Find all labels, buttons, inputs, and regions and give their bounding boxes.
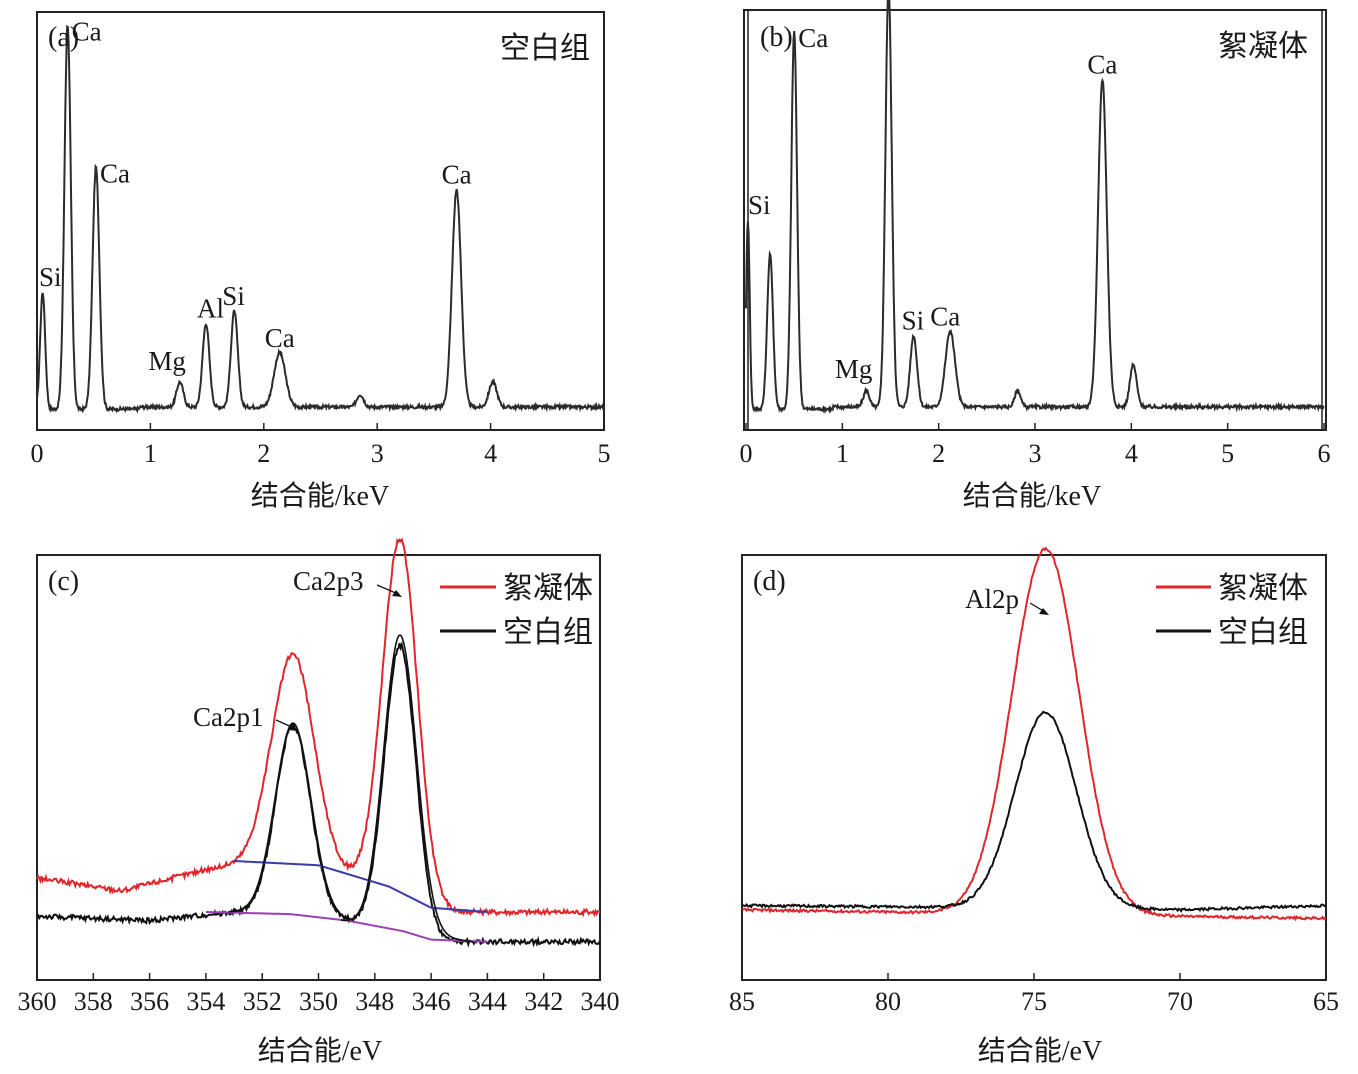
panel-label-a: (a) — [48, 22, 79, 53]
x-tick-label-d-1: 80 — [875, 987, 901, 1016]
series-line-c-1 — [36, 640, 601, 948]
x-tick-label-a-0: 0 — [31, 439, 44, 468]
x-tick-label-b-4: 4 — [1125, 439, 1138, 468]
x-axis-title-a: 结合能/keV — [251, 480, 389, 512]
x-tick-label-a-5: 5 — [598, 439, 611, 468]
plot-area-b: 0123456SiCaMgAlSiCaCa — [740, 0, 1331, 468]
x-tick-label-a-3: 3 — [371, 439, 384, 468]
legend-label-d-0: 絮凝体 — [1218, 572, 1308, 605]
panel-label-c: (c) — [48, 566, 79, 597]
x-tick-label-b-3: 3 — [1029, 439, 1042, 468]
x-tick-label-c-10: 340 — [581, 987, 620, 1016]
x-tick-label-a-1: 1 — [144, 439, 157, 468]
legend-label-c-1: 空白组 — [503, 616, 593, 649]
x-tick-label-c-6: 348 — [355, 987, 394, 1016]
corner-label-b: 絮凝体 — [1218, 30, 1308, 63]
x-axis-title-d: 结合能/eV — [978, 1035, 1102, 1067]
spectrum-line-a — [36, 24, 605, 414]
series-line-c-5 — [341, 634, 474, 943]
series-line-d-1 — [741, 710, 1327, 913]
x-axis-title-b: 结合能/keV — [963, 480, 1101, 512]
x-tick-label-c-3: 354 — [186, 987, 225, 1016]
panel-label-d: (d) — [753, 566, 786, 597]
series-line-c-0 — [36, 537, 601, 918]
annotation-al2p-arrowhead — [1039, 608, 1049, 615]
x-axis-title-c: 结合能/eV — [258, 1035, 382, 1067]
peak-label-b-5: Si — [902, 306, 925, 336]
peak-label-b-8: Ca — [1087, 49, 1117, 79]
panel-c: 360 358 356 354 352 350 348 346 344 342 340 (c) 絮凝… — [18, 537, 620, 1067]
x-tick-label-c-9: 342 — [524, 987, 563, 1016]
plot-area-c: 360 358 356 354 352 350 348 346 344 342 340 — [18, 537, 620, 1016]
panel-label-b: (b) — [760, 22, 793, 53]
x-tick-label-c-1: 358 — [74, 987, 113, 1016]
peak-label-a-3: Mg — [148, 346, 186, 376]
x-tick-label-c-4: 352 — [243, 987, 282, 1016]
x-tick-label-b-2: 2 — [932, 439, 945, 468]
series-line-c-2 — [234, 860, 488, 913]
peak-label-a-4: Al — [197, 294, 224, 324]
x-tick-label-c-0: 360 — [18, 987, 57, 1016]
peak-label-a-5: Si — [222, 281, 245, 311]
x-tick-label-b-5: 5 — [1221, 439, 1234, 468]
peak-label-a-8: Ca — [442, 160, 472, 190]
peak-label-a-2: Ca — [100, 159, 130, 189]
x-tick-label-c-2: 356 — [130, 987, 169, 1016]
legend-label-d-1: 空白组 — [1218, 616, 1308, 649]
annotation-ca2p3-arrowhead — [392, 590, 402, 597]
x-tick-label-d-3: 70 — [1167, 987, 1193, 1016]
corner-label-a: 空白组 — [500, 32, 590, 65]
x-tick-label-a-4: 4 — [484, 439, 497, 468]
annotation-ca2p1: Ca2p1 — [193, 702, 264, 732]
annotation-al2p: Al2p — [965, 584, 1019, 614]
plot-frame-b — [743, 9, 1327, 431]
peak-label-b-3: Mg — [835, 354, 873, 384]
peak-label-a-0: Si — [39, 262, 62, 292]
panel-d: 85 80 75 70 65 (d) 絮凝体 空白组 Al2p 结合能/eV — [729, 546, 1339, 1067]
annotation-ca2p1-arrowhead — [288, 724, 298, 731]
panel-b: 0123456SiCaMgAlSiCaCa (b) 絮凝体 结合能/keV — [740, 0, 1331, 512]
x-tick-label-b-0: 0 — [740, 439, 753, 468]
annotation-ca2p3: Ca2p3 — [293, 566, 364, 596]
x-tick-label-d-0: 85 — [729, 987, 755, 1016]
peak-label-b-6: Ca — [930, 301, 960, 331]
peak-label-a-1: Ca — [72, 17, 102, 47]
peak-label-b-2: Ca — [798, 23, 828, 53]
x-tick-label-b-1: 1 — [836, 439, 849, 468]
spectrum-line-b — [745, 0, 1325, 415]
x-tick-label-a-2: 2 — [257, 439, 270, 468]
series-line-c-4 — [228, 722, 350, 920]
legend-label-c-0: 絮凝体 — [503, 572, 593, 605]
peak-label-a-6: Ca — [265, 323, 295, 353]
x-tick-label-b-6: 6 — [1318, 439, 1331, 468]
x-tick-label-c-7: 346 — [412, 987, 451, 1016]
x-tick-label-c-8: 344 — [468, 987, 507, 1016]
x-tick-label-d-2: 75 — [1021, 987, 1047, 1016]
series-line-d-0 — [741, 546, 1327, 922]
x-tick-label-c-5: 350 — [299, 987, 338, 1016]
peak-label-b-0: Si — [748, 190, 771, 220]
plot-frame-a — [36, 11, 605, 431]
x-tick-label-d-4: 65 — [1313, 987, 1339, 1016]
plot-area-d: 85 80 75 70 65 — [729, 546, 1339, 1016]
